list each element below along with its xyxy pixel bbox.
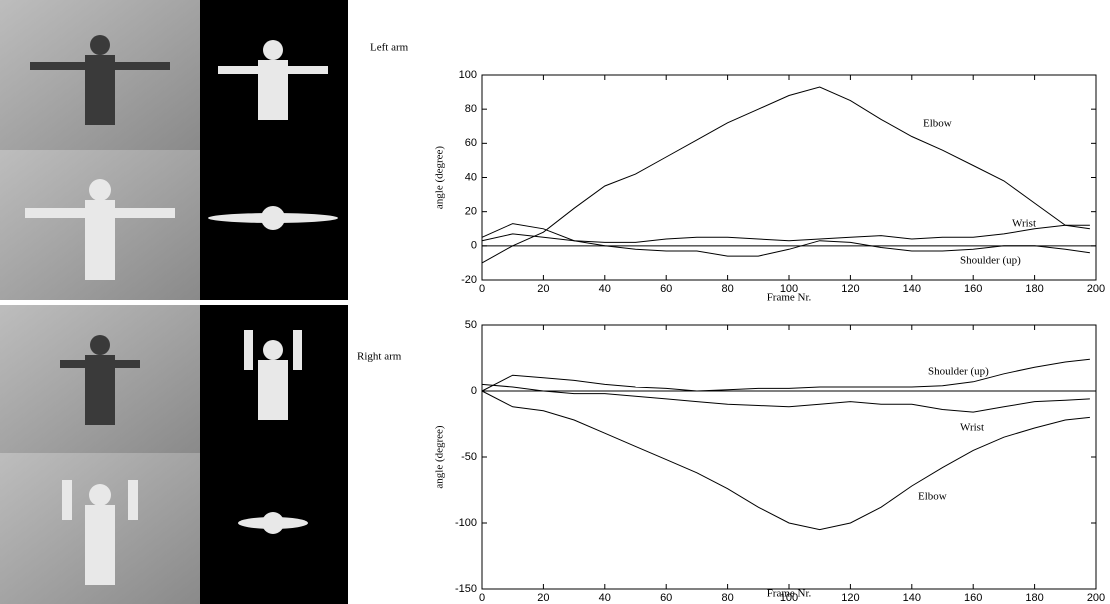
x-tick-label: 80 [721, 283, 733, 295]
x-tick-label: 120 [841, 592, 859, 604]
x-axis-label: Frame Nr. [767, 588, 812, 600]
chart-title: Left arm [370, 42, 409, 54]
x-axis-label: Frame Nr. [767, 292, 812, 304]
x-tick-label: 20 [537, 592, 549, 604]
series-label: Shoulder (up) [928, 366, 989, 378]
series-label: Elbow [923, 118, 952, 130]
x-tick-label: 40 [599, 283, 611, 295]
y-tick-label: 50 [465, 319, 477, 331]
series-label: Wrist [1012, 218, 1036, 230]
y-tick-label: 20 [465, 206, 477, 218]
series-label: Shoulder (up) [960, 255, 1021, 267]
x-tick-label: 180 [1025, 592, 1043, 604]
y-tick-label: 100 [459, 69, 477, 81]
x-tick-label: 140 [903, 283, 921, 295]
series-line [481, 383, 1090, 413]
y-axis-label: angle (degree) [434, 146, 446, 210]
x-tick-label: 160 [964, 592, 982, 604]
series-line [481, 358, 1090, 392]
y-tick-label: 40 [465, 171, 477, 183]
series-line [481, 233, 1090, 257]
y-tick-label: 80 [465, 103, 477, 115]
x-tick-label: 140 [903, 592, 921, 604]
series-label: Elbow [918, 491, 947, 503]
x-tick-label: 20 [537, 283, 549, 295]
y-tick-label: 0 [471, 240, 477, 252]
x-tick-label: 200 [1087, 283, 1105, 295]
series-line [481, 390, 1090, 531]
x-tick-label: 100 [780, 592, 798, 604]
y-axis-label: angle (degree) [434, 425, 446, 489]
model [25, 40, 338, 585]
x-tick-label: 160 [964, 283, 982, 295]
x-tick-label: 200 [1087, 592, 1105, 604]
x-tick-label: 60 [660, 592, 672, 604]
y-tick-label: 0 [471, 385, 477, 397]
x-tick-label: 100 [780, 283, 798, 295]
x-tick-label: 180 [1025, 283, 1043, 295]
y-tick-label: 60 [465, 137, 477, 149]
series-line [481, 86, 1090, 264]
chart-title: Right arm [357, 351, 402, 363]
x-tick-label: 120 [841, 283, 859, 295]
photos [0, 0, 348, 604]
x-tick-label: 60 [660, 283, 672, 295]
x-tick-label: 0 [479, 283, 485, 295]
y-tick-label: -50 [461, 451, 477, 463]
y-tick-label: -100 [455, 517, 477, 529]
person [30, 35, 170, 425]
x-tick-label: 40 [599, 592, 611, 604]
plot-frame [481, 324, 1097, 590]
x-tick-label: 80 [721, 592, 733, 604]
series-line [481, 223, 1090, 243]
x-tick-label: 0 [479, 592, 485, 604]
plot-frame [481, 74, 1097, 281]
y-tick-label: -20 [461, 274, 477, 286]
y-tick-label: -150 [455, 583, 477, 595]
series-label: Wrist [960, 422, 984, 434]
